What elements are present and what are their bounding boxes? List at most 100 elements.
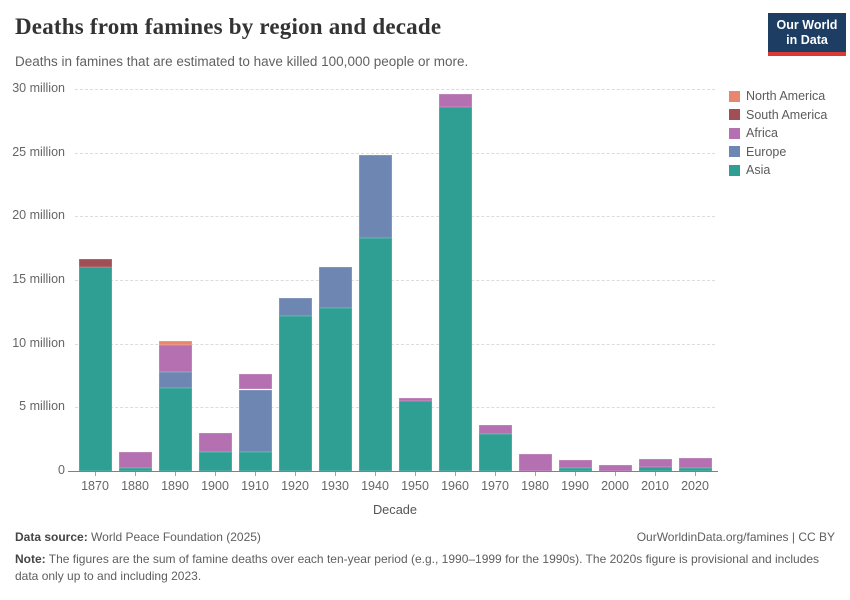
legend: North America South America Africa Europe As… [729,87,827,180]
x-tick-label: 1880 [121,479,149,493]
x-tick [415,472,416,476]
bar-1940-europe[interactable] [358,155,392,238]
x-tick-label: 2020 [681,479,709,493]
bar-1890-europe[interactable] [158,371,192,389]
bar-1930-asia[interactable] [318,308,352,471]
x-tick-label: 1920 [281,479,309,493]
owid-logo[interactable]: Our World in Data [768,13,846,56]
bar-1870-south-america[interactable] [78,258,112,268]
bar-1920-asia[interactable] [278,315,312,471]
legend-label: South America [746,107,828,122]
x-tick-label: 2000 [601,479,629,493]
legend-swatch-icon [729,127,740,139]
x-tick [495,472,496,476]
bar-1910-africa[interactable] [238,374,272,390]
chart-subtitle: Deaths in famines that are estimated to … [15,54,469,69]
y-tick-label: 5 million [19,399,65,414]
note-label: Note: [15,552,46,566]
x-tick-label: 1960 [441,479,469,493]
bar-1970-asia[interactable] [478,434,512,471]
bar-2010-africa[interactable] [638,458,672,467]
x-tick-label: 2010 [641,479,669,493]
x-tick-label: 1940 [361,479,389,493]
bar-1890-asia[interactable] [158,388,192,471]
x-axis-title: Decade [372,502,418,517]
y-tick-label: 30 million [12,81,65,95]
bar-2020-africa[interactable] [678,458,712,469]
legend-label: Asia [746,163,771,177]
bar-1950-africa[interactable] [398,398,432,401]
bar-1960-asia[interactable] [438,106,472,471]
x-tick [295,472,296,476]
x-tick-label: 1890 [161,479,189,493]
legend-item-asia[interactable]: Asia [729,161,827,179]
legend-item-africa[interactable]: Africa [729,124,827,142]
x-axis-line [68,470,718,472]
y-tick-label: 0 [58,463,65,477]
bar-1960-africa[interactable] [438,94,472,107]
x-tick-label: 1950 [401,479,429,493]
footer: Data source: World Peace Foundation (202… [15,530,835,544]
owid-logo-text: Our World in Data [768,13,846,52]
bar-1910-europe[interactable] [238,389,272,452]
bar-1970-africa[interactable] [478,425,512,435]
x-tick [615,472,616,476]
gridline-15m [75,280,715,281]
x-tick [535,472,536,476]
gridline-5m [75,407,715,409]
x-tick [135,472,136,476]
bar-2000-africa[interactable] [598,464,632,471]
x-tick-label: 1930 [321,479,349,493]
bar-1890-africa[interactable] [158,344,192,372]
x-tick [335,472,336,476]
bar-1880-africa[interactable] [118,451,152,468]
gridline-20m [75,216,715,218]
bar-1920-europe[interactable] [278,297,312,316]
owid-logo-accent [768,52,846,56]
legend-swatch-icon [729,90,740,102]
y-tick-label: 25 million [12,144,65,159]
x-tick [655,472,656,476]
footnote: Note: The figures are the sum of famine … [15,552,820,583]
x-tick [175,472,176,476]
y-tick-label: 20 million [12,208,65,223]
x-tick-label: 1980 [521,479,549,493]
bar-1900-asia[interactable] [198,451,232,471]
data-source-text: Data source: World Peace Foundation (202… [15,530,261,544]
legend-swatch-icon [729,164,740,176]
x-tick-label: 1870 [81,479,109,493]
x-tick-label: 1970 [481,479,509,493]
y-tick-label: 15 million [12,272,65,286]
bar-1940-asia[interactable] [358,237,392,471]
bar-1950-asia[interactable] [398,400,432,471]
bar-1890-north-america[interactable] [158,341,192,345]
legend-label: North America [746,89,826,103]
bar-1870-asia[interactable] [78,267,112,471]
legend-item-europe[interactable]: Europe [729,143,827,161]
y-tick-label: 10 million [12,335,65,350]
bar-2020-asia[interactable] [678,468,712,471]
x-tick [375,472,376,476]
x-tick-label: 1910 [241,479,269,493]
x-tick [695,472,696,476]
x-tick [255,472,256,476]
bar-1990-asia[interactable] [558,468,592,471]
legend-item-north-america[interactable]: North America [729,87,827,105]
bar-1930-europe[interactable] [318,267,352,308]
bar-1880-asia[interactable] [118,467,152,471]
legend-swatch-icon [729,109,740,120]
x-tick [575,472,576,476]
bar-1910-asia[interactable] [238,451,272,471]
bar-2010-asia[interactable] [638,466,672,471]
page-title: Deaths from famines by region and decade [15,14,442,39]
legend-item-south-america[interactable]: South America [729,106,827,124]
x-tick-label: 1900 [201,479,229,493]
gridline-10m [75,343,715,345]
owid-link[interactable]: OurWorldinData.org/famines | CC BY [636,530,835,544]
bar-1990-africa[interactable] [558,459,592,469]
bar-1980-africa[interactable] [518,454,552,471]
data-source-label: Data source: [15,530,88,544]
bar-1900-africa[interactable] [198,432,232,452]
gridline-30m [75,89,715,90]
